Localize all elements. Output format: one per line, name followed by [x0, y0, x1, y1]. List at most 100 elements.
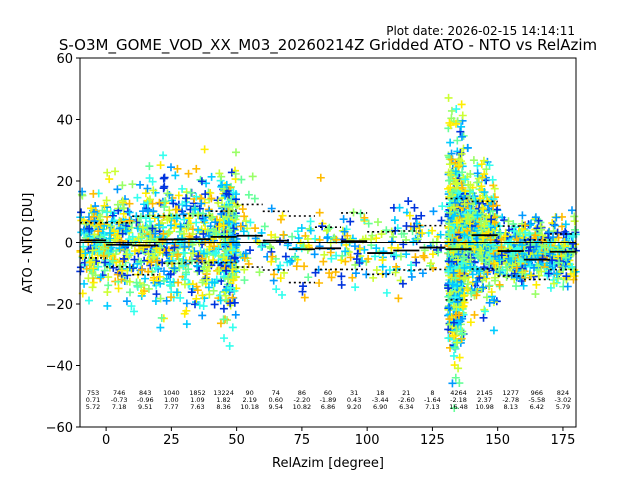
data-point: [373, 218, 382, 227]
x-axis: 0 25 50 75 100 125 150 175: [102, 427, 575, 448]
data-point: [171, 266, 180, 275]
chart-title: S-O3M_GOME_VOD_XX_M03_20260214Z Gridded …: [59, 36, 597, 55]
data-point: [288, 232, 297, 241]
data-point: [183, 221, 192, 230]
bin-std-label: 9.51: [138, 403, 152, 411]
data-point: [491, 276, 500, 285]
bin-std-label: 5.79: [556, 403, 570, 411]
data-point: [444, 292, 453, 301]
data-point: [516, 229, 525, 238]
data-point: [241, 249, 250, 258]
data-point: [446, 138, 455, 147]
data-point: [561, 220, 570, 229]
data-point: [410, 222, 419, 231]
data-point: [479, 204, 488, 213]
data-point: [387, 237, 396, 246]
bin-mean-label: -2.78: [502, 396, 519, 404]
data-point: [338, 226, 347, 235]
data-point: [533, 224, 542, 233]
data-point: [159, 151, 168, 160]
data-point: [360, 213, 369, 222]
data-point: [446, 183, 455, 192]
data-point: [500, 216, 509, 225]
bin-std-label: 6.34: [399, 403, 413, 411]
bin-mean-label: 0.43: [347, 396, 361, 404]
data-point: [460, 274, 469, 283]
bin-mean-label: -0.96: [137, 396, 154, 404]
data-point: [456, 149, 465, 158]
data-point: [162, 296, 171, 305]
data-point: [477, 217, 486, 226]
data-point: [418, 229, 427, 238]
data-point: [156, 294, 165, 303]
data-point: [449, 351, 458, 360]
data-point: [195, 266, 204, 275]
bin-std-label: 8.36: [216, 403, 230, 411]
data-point: [473, 161, 482, 170]
data-point: [348, 273, 357, 282]
data-point: [521, 221, 530, 230]
data-point: [125, 199, 134, 208]
bin-annotations: 7530.715.72746-0.737.18843-0.969.5110401…: [86, 389, 572, 411]
data-point: [242, 217, 251, 226]
data-point: [166, 270, 175, 279]
data-point: [100, 231, 109, 240]
data-point: [466, 255, 475, 264]
data-point: [122, 250, 131, 259]
data-point: [457, 259, 466, 268]
data-point: [340, 227, 349, 236]
data-point: [451, 274, 460, 283]
data-point: [453, 136, 462, 145]
data-point: [244, 190, 253, 199]
data-point: [206, 189, 215, 197]
data-point: [533, 251, 542, 260]
data-point: [200, 216, 209, 225]
data-point: [537, 225, 546, 234]
data-point: [84, 237, 93, 246]
bin-count-label: 843: [139, 389, 151, 397]
data-point: [447, 114, 456, 123]
data-point: [148, 199, 157, 208]
bin-count-label: 824: [557, 389, 569, 397]
bin-std-label: 7.63: [190, 403, 204, 411]
data-point: [180, 229, 189, 238]
data-point: [81, 249, 90, 258]
data-point: [561, 253, 570, 262]
data-point: [105, 248, 114, 257]
data-point: [236, 222, 245, 231]
data-point: [123, 207, 132, 216]
bin-std-label: 6.90: [373, 403, 387, 411]
data-point: [144, 284, 153, 293]
data-point: [454, 364, 463, 373]
data-point: [404, 197, 413, 206]
data-point: [135, 245, 144, 254]
data-point: [300, 262, 309, 271]
bin-std-label: 7.13: [425, 403, 439, 411]
x-tick-label: 50: [228, 433, 245, 448]
data-point: [364, 219, 373, 228]
data-point: [137, 258, 146, 267]
data-point: [251, 224, 260, 233]
data-point: [351, 260, 360, 269]
data-point: [122, 297, 131, 306]
data-point: [452, 180, 461, 189]
data-point: [311, 234, 320, 243]
data-point: [104, 273, 113, 282]
data-point: [473, 251, 482, 260]
data-point: [534, 271, 543, 280]
data-point: [163, 189, 172, 198]
data-point: [531, 231, 540, 240]
data-point: [151, 263, 160, 272]
data-point: [452, 218, 461, 227]
data-point: [184, 265, 193, 274]
data-point: [187, 288, 196, 297]
data-point: [187, 256, 196, 265]
data-point: [457, 100, 466, 109]
bin-count-label: 90: [246, 389, 254, 397]
data-point: [315, 279, 324, 288]
bin-std-label: 16.48: [449, 403, 468, 411]
data-point: [553, 273, 562, 282]
y-axis-label: ATO - NTO [DU]: [21, 193, 36, 294]
data-point: [429, 207, 438, 216]
data-point: [104, 249, 113, 258]
